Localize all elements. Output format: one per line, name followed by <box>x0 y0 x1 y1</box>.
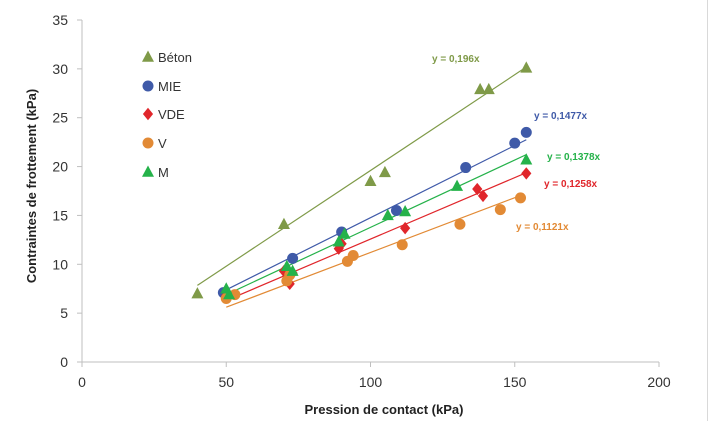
data-point <box>333 242 344 255</box>
y-tick-label: 0 <box>60 354 68 370</box>
x-tick-label: 0 <box>78 374 86 390</box>
legend-marker <box>142 50 154 62</box>
equation-label-v: y = 0,1121x <box>516 222 569 233</box>
trendline-béton <box>197 66 527 286</box>
equation-label-béton: y = 0,196x <box>432 54 480 65</box>
y-tick-label: 30 <box>52 61 68 77</box>
data-point <box>338 227 351 239</box>
equation-label-mie: y = 0,1477x <box>534 111 588 122</box>
trendline-equations: y = 0,196x y = 0,1477x y = 0,1258x y = 0,11… <box>432 54 601 233</box>
legend-marker <box>142 80 154 92</box>
data-point <box>520 126 532 138</box>
data-point <box>400 221 411 235</box>
data-point <box>482 82 495 95</box>
data-point <box>451 179 464 191</box>
data-point <box>378 165 391 178</box>
y-tick-label: 35 <box>52 12 68 28</box>
data-point <box>520 61 533 73</box>
y-tick-label: 15 <box>52 207 68 223</box>
series-béton <box>191 61 533 299</box>
axes: 0 5 10 15 20 25 30 35 0 50 100 150 200 <box>52 12 670 390</box>
x-tick-label: 50 <box>218 374 234 390</box>
legend-marker <box>142 165 154 177</box>
data-point <box>191 287 204 299</box>
data-point <box>396 239 408 251</box>
data-point <box>364 174 377 186</box>
data-point <box>332 235 345 247</box>
legend-item-béton: Béton <box>142 50 192 65</box>
trendline-m <box>225 154 527 296</box>
data-point <box>460 162 472 174</box>
data-point <box>494 204 506 216</box>
trendline-mie <box>225 139 527 291</box>
data-point <box>520 153 533 165</box>
trendline-v <box>226 194 521 308</box>
y-tick-label: 10 <box>52 256 68 272</box>
trendlines <box>197 66 527 308</box>
data-point <box>521 167 532 180</box>
legend-item-v: V <box>142 136 167 151</box>
legend-marker <box>142 107 154 121</box>
legend-marker <box>142 137 154 149</box>
legend-label: MIE <box>158 79 181 94</box>
data-point <box>515 192 527 204</box>
legend-item-mie: MIE <box>142 79 181 94</box>
data-point <box>472 182 483 196</box>
chart-frame-edge <box>707 0 708 421</box>
x-tick-label: 200 <box>647 374 671 390</box>
series-m <box>220 153 533 300</box>
data-markers <box>191 61 533 304</box>
equation-label-m: y = 0,1378x <box>547 152 601 163</box>
y-tick-label: 5 <box>60 305 68 321</box>
equation-label-vde: y = 0,1258x <box>544 179 598 190</box>
data-point <box>280 259 293 271</box>
data-point <box>347 249 359 261</box>
x-tick-label: 150 <box>503 374 527 390</box>
legend-item-m: M <box>142 165 169 180</box>
y-axis-title: Contraintes de frottement (kPa) <box>24 89 39 283</box>
x-axis-title: Pression de contact (kPa) <box>305 402 464 417</box>
data-point <box>477 189 489 203</box>
data-point <box>390 205 402 217</box>
legend: Béton MIE VDE VM <box>142 50 192 180</box>
data-point <box>474 82 487 95</box>
data-point <box>287 252 299 264</box>
y-tick-label: 25 <box>52 110 68 126</box>
data-point <box>223 288 236 300</box>
legend-label: Béton <box>158 50 192 65</box>
data-point <box>454 218 466 230</box>
data-point <box>509 137 521 149</box>
x-tick-label: 100 <box>359 374 383 390</box>
legend-label: V <box>158 136 167 151</box>
legend-label: VDE <box>158 107 185 122</box>
legend-label: M <box>158 165 169 180</box>
data-point <box>277 217 290 229</box>
legend-item-vde: VDE <box>142 107 185 122</box>
data-point <box>399 205 412 217</box>
data-point <box>286 264 299 276</box>
y-tick-label: 20 <box>52 159 68 175</box>
data-point <box>381 208 394 221</box>
